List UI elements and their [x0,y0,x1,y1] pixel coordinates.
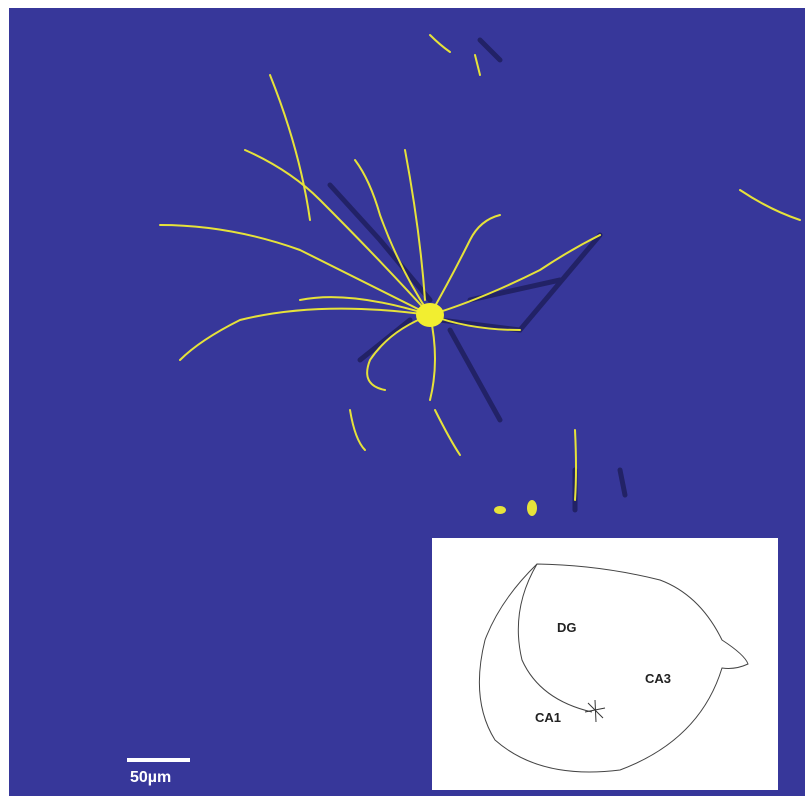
scale-bar-label: 50µm [130,769,171,786]
fragment [494,506,506,514]
fragment [527,500,537,516]
region-label: CA3 [645,671,671,686]
page: DG CA3 CA1 50µm (() => { const data = JS… [0,0,805,808]
region-label: DG [557,620,577,635]
inset-box [432,538,778,790]
region-label: CA1 [535,710,561,725]
micrograph: DG CA3 CA1 50µm [0,0,805,808]
soma [416,303,444,327]
inset: DG CA3 CA1 [432,538,778,790]
